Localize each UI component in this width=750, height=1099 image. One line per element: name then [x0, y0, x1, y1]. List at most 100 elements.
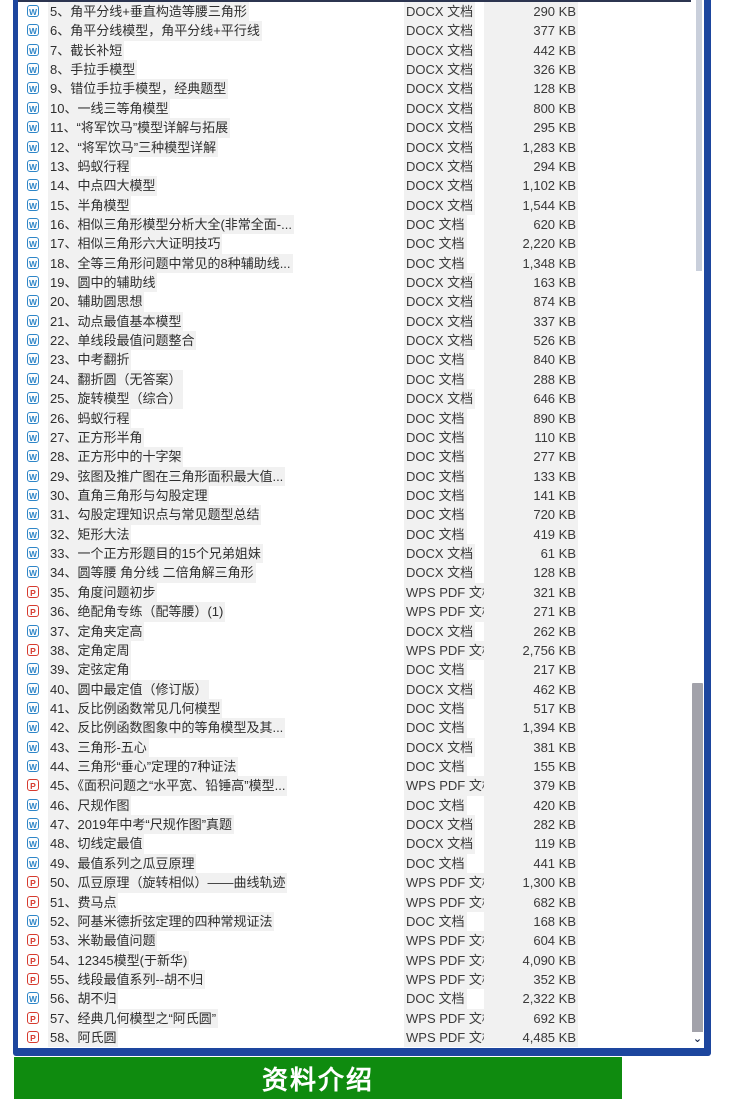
scrollbar-thumb[interactable]	[692, 683, 703, 1036]
file-row[interactable]: W 14、中点四大模型 DOCX 文档 1,102 KB	[18, 176, 690, 196]
file-row[interactable]: W 12、“将军饮马”三种模型详解 DOCX 文档 1,283 KB	[18, 137, 690, 157]
file-type: DOC 文档	[404, 698, 467, 719]
file-row[interactable]: W 29、弦图及推广图在三角形面积最大值... DOC 文档 133 KB	[18, 466, 690, 486]
file-row[interactable]: W 8、手拉手模型 DOCX 文档 326 KB	[18, 60, 690, 80]
file-type: DOCX 文档	[404, 679, 476, 699]
word-doc-icon: W	[27, 334, 39, 347]
file-row[interactable]: W 42、反比例函数图象中的等角模型及其... DOC 文档 1,394 KB	[18, 718, 690, 738]
file-row[interactable]: W 15、半角模型 DOCX 文档 1,544 KB	[18, 195, 690, 215]
file-row[interactable]: P 38、定角定周 WPS PDF 文档 2,756 KB	[18, 640, 690, 661]
file-row[interactable]: P 35、角度问题初步 WPS PDF 文档 321 KB	[18, 582, 690, 603]
file-row[interactable]: W 19、圆中的辅助线 DOCX 文档 163 KB	[18, 273, 690, 293]
file-size: 2,220 KB	[484, 234, 578, 254]
file-row[interactable]: W 13、蚂蚁行程 DOCX 文档 294 KB	[18, 156, 690, 177]
file-row[interactable]: W 34、圆等腰 角分线 二倍角解三角形 DOCX 文档 128 KB	[18, 563, 690, 583]
file-name: 31、勾股定理知识点与常见题型总结	[48, 505, 262, 525]
scrollbar-thumb-top[interactable]	[696, 0, 702, 271]
file-size: 282 KB	[484, 815, 578, 835]
file-row[interactable]: W 28、正方形中的十字架 DOC 文档 277 KB	[18, 447, 690, 467]
file-row[interactable]: W 16、相似三角形模型分析大全(非常全面-... DOC 文档 620 KB	[18, 214, 690, 235]
file-size: 526 KB	[484, 331, 578, 351]
file-name: 28、正方形中的十字架	[48, 447, 184, 467]
file-row[interactable]: P 57、经典几何模型之“阿氏圆” WPS PDF 文档 692 KB	[18, 1008, 690, 1029]
file-size: 800 KB	[484, 98, 578, 119]
file-row[interactable]: W 56、胡不归 DOC 文档 2,322 KB	[18, 989, 690, 1009]
word-doc-icon: W	[27, 818, 39, 831]
file-row[interactable]: W 9、错位手拉手模型，经典题型 DOCX 文档 128 KB	[18, 79, 690, 99]
file-type: DOCX 文档	[404, 389, 476, 409]
file-type: DOCX 文档	[404, 815, 476, 835]
file-row[interactable]: W 46、尺规作图 DOC 文档 420 KB	[18, 795, 690, 816]
file-row[interactable]: W 11、“将军饮马”模型详解与拓展 DOCX 文档 295 KB	[18, 118, 690, 138]
file-row[interactable]: W 7、截长补短 DOCX 文档 442 KB	[18, 40, 690, 61]
file-row[interactable]: W 26、蚂蚁行程 DOC 文档 890 KB	[18, 408, 690, 428]
file-row[interactable]: P 53、米勒最值问题 WPS PDF 文档 604 KB	[18, 931, 690, 951]
file-row[interactable]: P 51、费马点 WPS PDF 文档 682 KB	[18, 892, 690, 912]
file-size: 119 KB	[484, 834, 578, 854]
file-row[interactable]: W 25、旋转模型（综合） DOCX 文档 646 KB	[18, 389, 690, 409]
file-type: DOCX 文档	[404, 563, 476, 583]
file-row[interactable]: P 54、12345模型(于新华) WPS PDF 文档 4,090 KB	[18, 950, 690, 970]
file-row[interactable]: W 5、角平分线+垂直构造等腰三角形 DOCX 文档 290 KB	[18, 2, 690, 22]
file-row[interactable]: P 55、线段最值系列--胡不归 WPS PDF 文档 352 KB	[18, 969, 690, 990]
file-name: 56、胡不归	[48, 989, 119, 1009]
file-name: 6、角平分线模型，角平分线+平行线	[48, 21, 262, 41]
file-name: 44、三角形“垂心”定理的7种证法	[48, 757, 239, 777]
list-top-border	[18, 0, 704, 2]
word-doc-icon: W	[27, 992, 39, 1005]
scrollbar[interactable]: ⌄	[691, 0, 704, 1048]
file-row[interactable]: W 31、勾股定理知识点与常见题型总结 DOC 文档 720 KB	[18, 505, 690, 525]
file-row[interactable]: P 58、阿氏圆 WPS PDF 文档 4,485 KB	[18, 1028, 690, 1048]
file-row[interactable]: W 43、三角形-五心 DOCX 文档 381 KB	[18, 737, 690, 758]
file-name: 51、费马点	[48, 892, 119, 912]
file-row[interactable]: W 18、全等三角形问题中常见的8种辅助线... DOC 文档 1,348 KB	[18, 253, 690, 274]
file-row[interactable]: W 10、一线三等角模型 DOCX 文档 800 KB	[18, 98, 690, 119]
file-row[interactable]: P 50、瓜豆原理（旋转相似）——曲线轨迹 WPS PDF 文档 1,300 K…	[18, 873, 690, 893]
file-name: 27、正方形半角	[48, 427, 145, 448]
file-row[interactable]: W 37、定角夹定高 DOCX 文档 262 KB	[18, 621, 690, 641]
file-row[interactable]: W 47、2019年中考“尺规作图”真题 DOCX 文档 282 KB	[18, 815, 690, 835]
file-name: 7、截长补短	[48, 40, 125, 61]
file-size: 155 KB	[484, 757, 578, 777]
file-row[interactable]: W 21、动点最值基本模型 DOCX 文档 337 KB	[18, 311, 690, 332]
file-name: 17、相似三角形六大证明技巧	[48, 234, 223, 254]
word-doc-icon: W	[27, 488, 39, 501]
file-row[interactable]: W 33、一个正方形题目的15个兄弟姐妹 DOCX 文档 61 KB	[18, 544, 690, 564]
file-row[interactable]: W 24、翻折圆（无答案） DOC 文档 288 KB	[18, 369, 690, 390]
file-row[interactable]: W 41、反比例函数常见几何模型 DOC 文档 517 KB	[18, 698, 690, 719]
file-size: 692 KB	[484, 1008, 578, 1029]
file-type: DOC 文档	[404, 911, 467, 932]
file-row[interactable]: W 48、切线定最值 DOCX 文档 119 KB	[18, 834, 690, 854]
file-row[interactable]: W 40、圆中最定值（修订版） DOCX 文档 462 KB	[18, 679, 690, 699]
file-row[interactable]: W 39、定弦定角 DOC 文档 217 KB	[18, 660, 690, 680]
word-doc-icon: W	[27, 721, 39, 734]
file-row[interactable]: W 22、单线段最值问题整合 DOCX 文档 526 KB	[18, 331, 690, 351]
file-row[interactable]: W 23、中考翻折 DOC 文档 840 KB	[18, 350, 690, 370]
file-name: 42、反比例函数图象中的等角模型及其...	[48, 718, 286, 738]
file-name: 24、翻折圆（无答案）	[48, 369, 184, 390]
file-row[interactable]: P 45、《面积问题之“水平宽、铅锤高”模型... WPS PDF 文档 379…	[18, 776, 690, 796]
file-row[interactable]: W 49、最值系列之瓜豆原理 DOC 文档 441 KB	[18, 853, 690, 874]
pdf-doc-icon: P	[27, 876, 39, 889]
word-doc-icon: W	[27, 237, 39, 250]
word-doc-icon: W	[27, 101, 39, 114]
file-name: 36、绝配角专练（配等腰）(1)	[48, 602, 226, 622]
file-name: 43、三角形-五心	[48, 737, 149, 758]
file-row[interactable]: W 30、直角三角形与勾股定理 DOC 文档 141 KB	[18, 485, 690, 506]
file-row[interactable]: W 32、矩形大法 DOC 文档 419 KB	[18, 524, 690, 545]
file-row[interactable]: W 27、正方形半角 DOC 文档 110 KB	[18, 427, 690, 448]
file-row[interactable]: P 36、绝配角专练（配等腰）(1) WPS PDF 文档 271 KB	[18, 602, 690, 622]
word-doc-icon: W	[27, 837, 39, 850]
file-row[interactable]: W 6、角平分线模型，角平分线+平行线 DOCX 文档 377 KB	[18, 21, 690, 41]
scroll-down-arrow-icon[interactable]: ⌄	[691, 1032, 704, 1046]
file-row[interactable]: W 20、辅助圆思想 DOCX 文档 874 KB	[18, 292, 690, 312]
file-size: 337 KB	[484, 311, 578, 332]
file-name: 57、经典几何模型之“阿氏圆”	[48, 1008, 219, 1029]
file-type: WPS PDF 文档	[404, 969, 497, 990]
file-row[interactable]: W 52、阿基米德折弦定理的四种常规证法 DOC 文档 168 KB	[18, 911, 690, 932]
file-name: 52、阿基米德折弦定理的四种常规证法	[48, 911, 275, 932]
file-row[interactable]: W 17、相似三角形六大证明技巧 DOC 文档 2,220 KB	[18, 234, 690, 254]
file-name: 19、圆中的辅助线	[48, 273, 158, 293]
file-type: DOC 文档	[404, 485, 467, 506]
file-row[interactable]: W 44、三角形“垂心”定理的7种证法 DOC 文档 155 KB	[18, 757, 690, 777]
